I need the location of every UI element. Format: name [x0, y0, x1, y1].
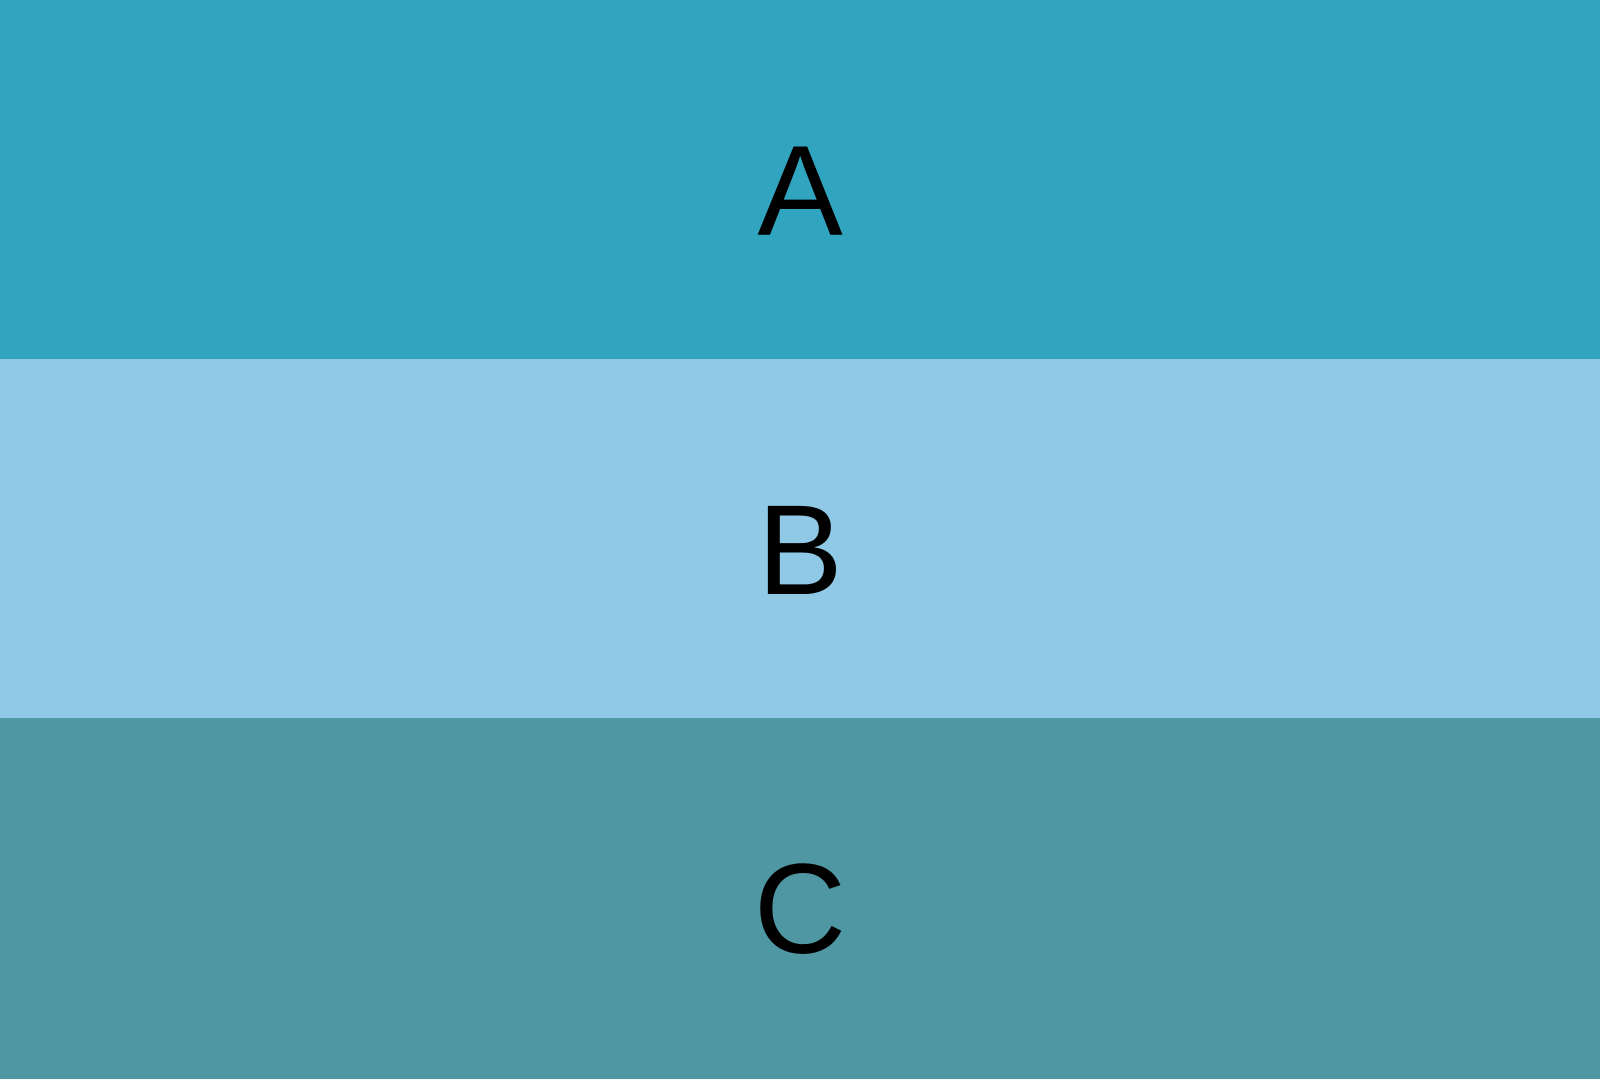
- band-a[interactable]: A: [0, 0, 1600, 359]
- band-c[interactable]: C: [0, 718, 1600, 1079]
- band-c-label: C: [753, 838, 847, 981]
- band-a-label: A: [757, 120, 843, 263]
- band-b-label: B: [757, 479, 843, 622]
- band-b[interactable]: B: [0, 359, 1600, 718]
